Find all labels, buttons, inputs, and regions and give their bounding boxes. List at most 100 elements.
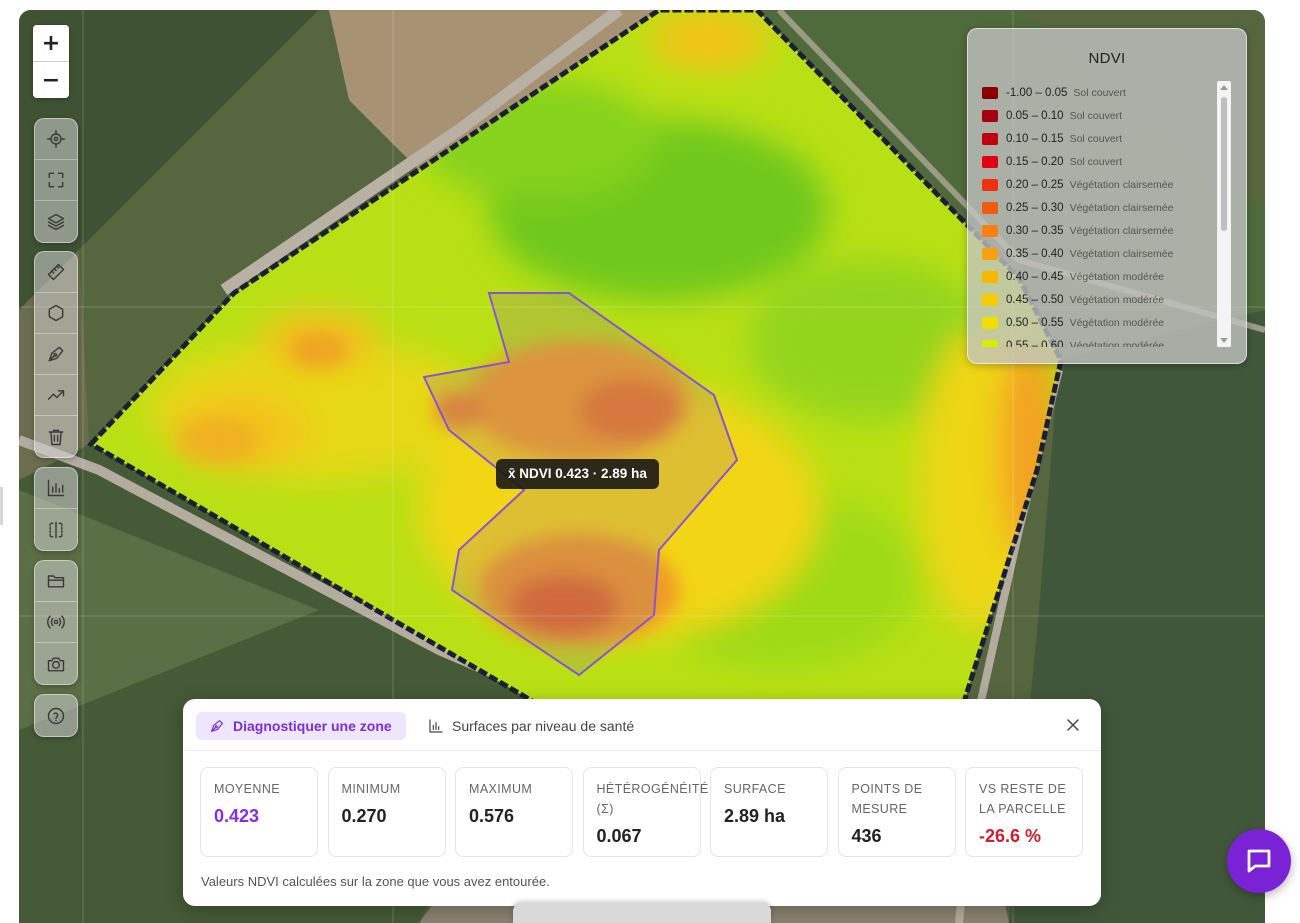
legend-swatch — [982, 109, 998, 122]
toolbar-group-help — [34, 694, 78, 737]
camera-icon — [47, 656, 65, 671]
folder-icon — [47, 575, 65, 588]
legend-item: 0.10 – 0.15 Sol couvert — [982, 127, 1216, 150]
tab-diagnose-zone-label: Diagnostiquer une zone — [233, 718, 392, 734]
layers-icon — [47, 213, 65, 230]
sensor-button[interactable] — [35, 602, 77, 643]
legend-swatch — [982, 293, 998, 306]
legend-item: 0.15 – 0.20 Sol couvert — [982, 150, 1216, 173]
legend-range: 0.05 – 0.10 — [1006, 109, 1064, 122]
panel-footnote: Valeurs NDVI calculées sur la zone que v… — [201, 874, 550, 889]
diagnostic-panel: Diagnostiquer une zone Surfaces par nive… — [183, 699, 1101, 906]
signal-icon — [47, 615, 65, 629]
legend-category: Végétation modérée — [1069, 316, 1165, 329]
stat-card: Points de mesure 436 — [837, 767, 956, 857]
ruler-icon — [47, 263, 65, 281]
close-panel-button[interactable] — [1063, 715, 1083, 735]
side-drawer-handle[interactable] — [0, 487, 3, 525]
legend-range: 0.40 – 0.45 — [1006, 270, 1064, 283]
layers-button[interactable] — [35, 201, 77, 242]
tab-diagnose-zone[interactable]: Diagnostiquer une zone — [196, 712, 406, 740]
legend-item: 0.20 – 0.25 Végétation clairsemée — [982, 173, 1216, 196]
stat-label: Hétérogénéité (σ) — [596, 782, 709, 816]
legend-swatch — [982, 201, 998, 214]
chart-button[interactable] — [35, 468, 77, 509]
open-folder-button[interactable] — [35, 561, 77, 602]
legend-category: Sol couvert — [1069, 132, 1123, 145]
legend-category: Végétation clairsemée — [1069, 178, 1174, 191]
fullscreen-button[interactable] — [35, 160, 77, 201]
locate-button[interactable] — [35, 119, 77, 160]
toolbar-group-view — [34, 118, 78, 243]
zoom-out-button[interactable]: − — [33, 62, 69, 98]
legend-item: 0.05 – 0.10 Sol couvert — [982, 104, 1216, 127]
compare-button[interactable] — [35, 509, 77, 550]
scroll-up-icon[interactable] — [1220, 85, 1228, 90]
toolbar-group-analysis — [34, 467, 78, 551]
legend-range: 0.55 – 0.60 — [1006, 339, 1064, 348]
legend-range: -1.00 – 0.05 — [1006, 86, 1068, 99]
legend-item: 0.45 – 0.50 Végétation modérée — [982, 288, 1216, 311]
legend-swatch — [982, 247, 998, 260]
legend-item: 0.35 – 0.40 Végétation clairsemée — [982, 242, 1216, 265]
locate-icon — [46, 129, 66, 149]
toolbar-group-data — [34, 560, 78, 685]
stat-label: Moyenne — [214, 782, 281, 796]
legend-range: 0.50 – 0.55 — [1006, 316, 1064, 329]
bottom-drawer-handle[interactable] — [513, 903, 771, 923]
ndvi-legend: NDVI -1.00 – 0.05 Sol couvert 0.05 – 0.10 S… — [967, 28, 1247, 364]
trend-icon — [47, 390, 65, 400]
stat-label: Surface — [724, 782, 786, 796]
scroll-down-icon[interactable] — [1220, 338, 1228, 343]
toolbar-group-draw — [34, 251, 78, 458]
legend-swatch — [982, 270, 998, 283]
stat-value: 436 — [851, 826, 882, 846]
stat-card: Maximum 0.576 — [455, 767, 573, 857]
legend-item: 0.30 – 0.35 Végétation clairsemée — [982, 219, 1216, 242]
tab-health-surfaces[interactable]: Surfaces par niveau de santé — [424, 712, 638, 740]
legend-list[interactable]: -1.00 – 0.05 Sol couvert 0.05 – 0.10 Sol co… — [982, 81, 1216, 347]
legend-swatch — [982, 155, 998, 168]
legend-scrollbar[interactable] — [1217, 81, 1231, 347]
polygon-button[interactable] — [35, 293, 77, 334]
draw-zone-button[interactable] — [35, 334, 77, 375]
zone-tooltip: x̄ NDVI 0.423 · 2.89 ha — [496, 459, 659, 489]
legend-category: Sol couvert — [1069, 155, 1123, 168]
stat-card: Minimum 0.270 — [327, 767, 446, 857]
trend-button[interactable] — [35, 375, 77, 416]
fullscreen-icon — [48, 172, 64, 188]
snapshot-button[interactable] — [35, 643, 77, 684]
stat-value: 2.89 ha — [724, 806, 786, 826]
legend-range: 0.45 – 0.50 — [1006, 293, 1064, 306]
legend-category: Végétation clairsemée — [1069, 224, 1174, 237]
help-icon — [47, 707, 65, 724]
legend-swatch — [982, 132, 998, 145]
scroll-thumb[interactable] — [1221, 97, 1227, 231]
legend-category: Végétation modérée — [1069, 339, 1165, 348]
legend-range: 0.20 – 0.25 — [1006, 178, 1064, 191]
legend-item: -1.00 – 0.05 Sol couvert — [982, 81, 1216, 104]
stat-card: Surface 2.89 ha — [710, 767, 828, 857]
compare-icon — [49, 521, 63, 538]
chat-icon — [1247, 849, 1271, 873]
chat-button[interactable] — [1227, 829, 1291, 893]
stat-value: 0.423 — [214, 806, 260, 826]
stat-label: Maximum — [469, 782, 533, 796]
legend-category: Végétation clairsemée — [1069, 247, 1174, 260]
delete-button[interactable] — [35, 416, 77, 457]
legend-category: Végétation modérée — [1069, 293, 1165, 306]
legend-swatch — [982, 339, 998, 347]
bar-chart-icon — [47, 479, 65, 497]
stat-card: vs reste de la parcelle -26.6 % — [965, 767, 1083, 857]
legend-category: Sol couvert — [1069, 109, 1123, 122]
zoom-in-button[interactable]: + — [33, 25, 69, 61]
help-button[interactable] — [35, 695, 77, 736]
measure-button[interactable] — [35, 252, 77, 293]
legend-range: 0.35 – 0.40 — [1006, 247, 1064, 260]
draw-zone-icon — [48, 346, 64, 362]
legend-category: Végétation modérée — [1069, 270, 1165, 283]
zoom-divider — [33, 61, 69, 62]
stat-card: Hétérogénéité (σ) 0.067 — [582, 767, 709, 857]
stat-card: Moyenne 0.423 — [200, 767, 318, 857]
polygon-icon — [48, 304, 64, 322]
